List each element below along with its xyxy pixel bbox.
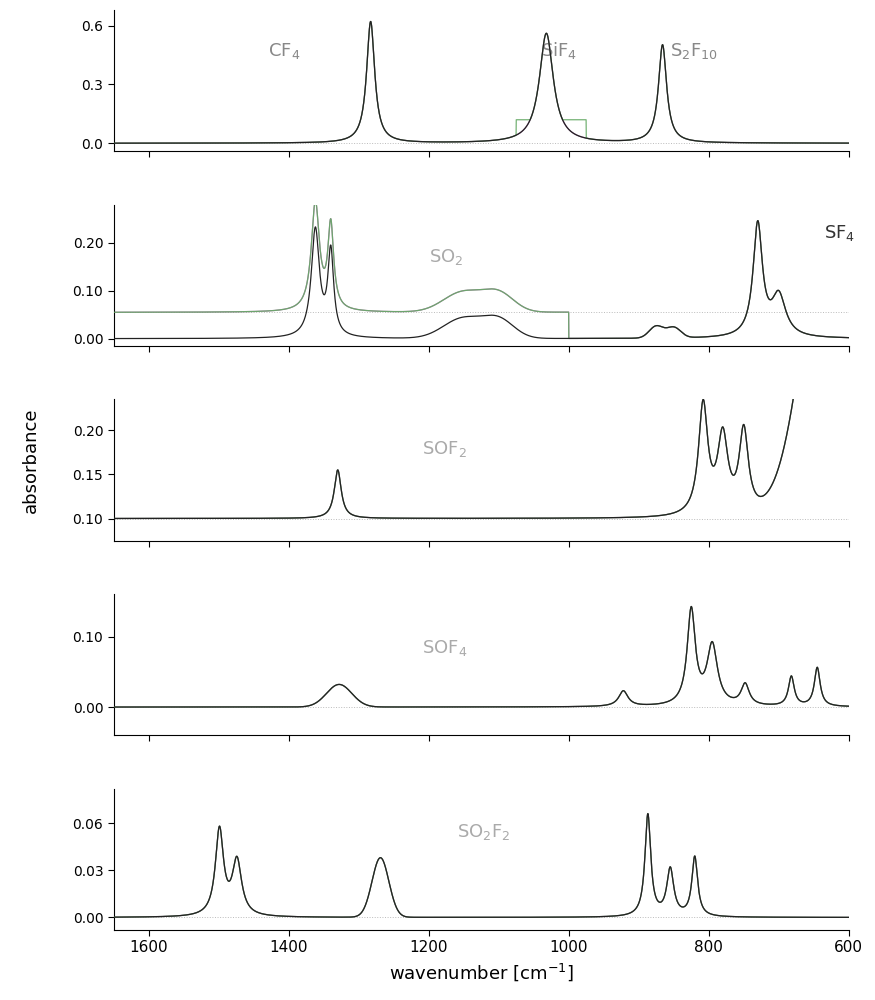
Text: SF$_4$: SF$_4$ (823, 223, 855, 243)
Text: SOF$_2$: SOF$_2$ (422, 439, 466, 459)
X-axis label: wavenumber [cm$^{-1}$]: wavenumber [cm$^{-1}$] (388, 961, 574, 983)
Text: SiF$_4$: SiF$_4$ (541, 40, 577, 61)
Text: SO$_2$F$_2$: SO$_2$F$_2$ (457, 822, 510, 842)
Text: SOF$_4$: SOF$_4$ (422, 638, 467, 658)
Text: S$_2$F$_{10}$: S$_2$F$_{10}$ (670, 41, 718, 61)
Text: CF$_4$: CF$_4$ (268, 41, 300, 61)
Text: absorbance: absorbance (22, 407, 40, 513)
Text: SO$_2$: SO$_2$ (429, 247, 463, 267)
